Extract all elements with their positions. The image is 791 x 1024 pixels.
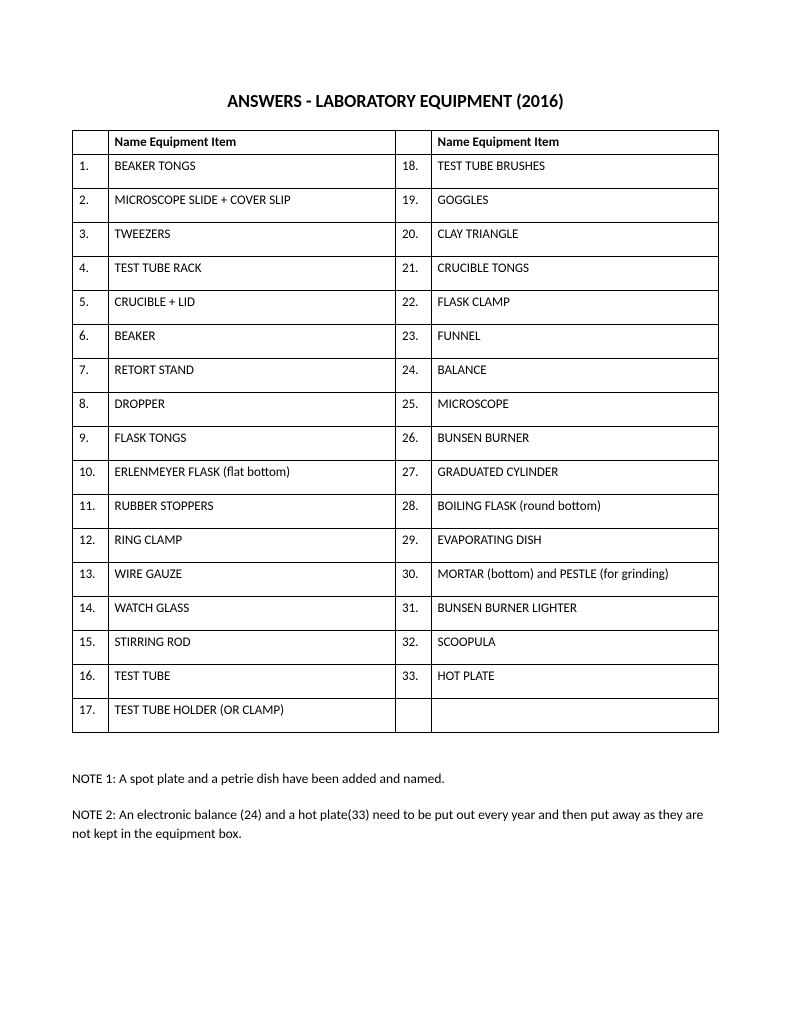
table-row: 15.STIRRING ROD32.SCOOPULA bbox=[73, 631, 719, 665]
table-row: 10.ERLENMEYER FLASK (flat bottom)27.GRAD… bbox=[73, 461, 719, 495]
cell-num-right: 23. bbox=[395, 325, 431, 359]
cell-num-left: 4. bbox=[73, 257, 109, 291]
cell-num-left: 7. bbox=[73, 359, 109, 393]
notes-section: NOTE 1: A spot plate and a petrie dish h… bbox=[72, 769, 719, 844]
table-row: 2.MICROSCOPE SLIDE + COVER SLIP19.GOGGLE… bbox=[73, 189, 719, 223]
header-num-right bbox=[395, 131, 431, 155]
cell-num-left: 8. bbox=[73, 393, 109, 427]
cell-num-left: 5. bbox=[73, 291, 109, 325]
cell-name-right: GRADUATED CYLINDER bbox=[431, 461, 718, 495]
cell-name-left: TEST TUBE HOLDER (OR CLAMP) bbox=[108, 699, 395, 733]
cell-num-right: 20. bbox=[395, 223, 431, 257]
table-row: 5.CRUCIBLE + LID22.FLASK CLAMP bbox=[73, 291, 719, 325]
table-row: 14.WATCH GLASS31.BUNSEN BURNER LIGHTER bbox=[73, 597, 719, 631]
table-row: 13.WIRE GAUZE30.MORTAR (bottom) and PEST… bbox=[73, 563, 719, 597]
cell-name-left: WATCH GLASS bbox=[108, 597, 395, 631]
cell-name-left: FLASK TONGS bbox=[108, 427, 395, 461]
cell-name-right: CLAY TRIANGLE bbox=[431, 223, 718, 257]
cell-num-left: 3. bbox=[73, 223, 109, 257]
header-name-left: Name Equipment Item bbox=[108, 131, 395, 155]
cell-name-right: MORTAR (bottom) and PESTLE (for grinding… bbox=[431, 563, 718, 597]
cell-num-right: 21. bbox=[395, 257, 431, 291]
table-row: 17.TEST TUBE HOLDER (OR CLAMP) bbox=[73, 699, 719, 733]
cell-name-left: TEST TUBE RACK bbox=[108, 257, 395, 291]
cell-num-left: 6. bbox=[73, 325, 109, 359]
cell-num-left: 9. bbox=[73, 427, 109, 461]
cell-num-left: 13. bbox=[73, 563, 109, 597]
header-name-right: Name Equipment Item bbox=[431, 131, 718, 155]
cell-name-right: CRUCIBLE TONGS bbox=[431, 257, 718, 291]
cell-name-right: MICROSCOPE bbox=[431, 393, 718, 427]
cell-num-right: 27. bbox=[395, 461, 431, 495]
cell-name-left: CRUCIBLE + LID bbox=[108, 291, 395, 325]
cell-name-right: HOT PLATE bbox=[431, 665, 718, 699]
cell-num-right: 25. bbox=[395, 393, 431, 427]
cell-num-right: 29. bbox=[395, 529, 431, 563]
cell-name-right bbox=[431, 699, 718, 733]
cell-num-right: 19. bbox=[395, 189, 431, 223]
page-title: ANSWERS - LABORATORY EQUIPMENT (2016) bbox=[72, 90, 719, 112]
cell-num-right: 18. bbox=[395, 155, 431, 189]
cell-num-left: 16. bbox=[73, 665, 109, 699]
cell-num-left: 14. bbox=[73, 597, 109, 631]
cell-name-right: FUNNEL bbox=[431, 325, 718, 359]
cell-name-left: WIRE GAUZE bbox=[108, 563, 395, 597]
cell-name-left: MICROSCOPE SLIDE + COVER SLIP bbox=[108, 189, 395, 223]
cell-name-right: BALANCE bbox=[431, 359, 718, 393]
table-row: 9.FLASK TONGS26.BUNSEN BURNER bbox=[73, 427, 719, 461]
cell-num-right: 31. bbox=[395, 597, 431, 631]
table-row: 1.BEAKER TONGS18.TEST TUBE BRUSHES bbox=[73, 155, 719, 189]
cell-name-right: SCOOPULA bbox=[431, 631, 718, 665]
cell-name-left: STIRRING ROD bbox=[108, 631, 395, 665]
cell-name-right: FLASK CLAMP bbox=[431, 291, 718, 325]
cell-name-right: EVAPORATING DISH bbox=[431, 529, 718, 563]
cell-name-right: GOGGLES bbox=[431, 189, 718, 223]
cell-num-left: 1. bbox=[73, 155, 109, 189]
cell-num-left: 15. bbox=[73, 631, 109, 665]
cell-num-left: 11. bbox=[73, 495, 109, 529]
table-row: 16.TEST TUBE33.HOT PLATE bbox=[73, 665, 719, 699]
table-row: 3.TWEEZERS20.CLAY TRIANGLE bbox=[73, 223, 719, 257]
cell-num-right bbox=[395, 699, 431, 733]
cell-name-right: BUNSEN BURNER LIGHTER bbox=[431, 597, 718, 631]
note-2: NOTE 2: An electronic balance (24) and a… bbox=[72, 805, 719, 844]
cell-name-left: TEST TUBE bbox=[108, 665, 395, 699]
cell-name-right: BOILING FLASK (round bottom) bbox=[431, 495, 718, 529]
table-row: 6.BEAKER23.FUNNEL bbox=[73, 325, 719, 359]
cell-name-left: RUBBER STOPPERS bbox=[108, 495, 395, 529]
equipment-table: Name Equipment Item Name Equipment Item … bbox=[72, 130, 719, 733]
cell-num-right: 22. bbox=[395, 291, 431, 325]
cell-name-right: BUNSEN BURNER bbox=[431, 427, 718, 461]
cell-name-left: BEAKER bbox=[108, 325, 395, 359]
note-1: NOTE 1: A spot plate and a petrie dish h… bbox=[72, 769, 719, 789]
cell-name-left: ERLENMEYER FLASK (flat bottom) bbox=[108, 461, 395, 495]
cell-name-left: TWEEZERS bbox=[108, 223, 395, 257]
table-row: 11.RUBBER STOPPERS28.BOILING FLASK (roun… bbox=[73, 495, 719, 529]
cell-num-right: 28. bbox=[395, 495, 431, 529]
table-row: 8.DROPPER25.MICROSCOPE bbox=[73, 393, 719, 427]
cell-num-right: 24. bbox=[395, 359, 431, 393]
cell-num-right: 33. bbox=[395, 665, 431, 699]
table-row: 12.RING CLAMP29.EVAPORATING DISH bbox=[73, 529, 719, 563]
cell-num-left: 17. bbox=[73, 699, 109, 733]
cell-num-right: 32. bbox=[395, 631, 431, 665]
cell-num-left: 2. bbox=[73, 189, 109, 223]
cell-name-left: RETORT STAND bbox=[108, 359, 395, 393]
cell-num-right: 30. bbox=[395, 563, 431, 597]
cell-name-right: TEST TUBE BRUSHES bbox=[431, 155, 718, 189]
cell-name-left: RING CLAMP bbox=[108, 529, 395, 563]
table-row: 7.RETORT STAND24.BALANCE bbox=[73, 359, 719, 393]
table-row: 4.TEST TUBE RACK21.CRUCIBLE TONGS bbox=[73, 257, 719, 291]
cell-num-left: 10. bbox=[73, 461, 109, 495]
cell-num-right: 26. bbox=[395, 427, 431, 461]
cell-num-left: 12. bbox=[73, 529, 109, 563]
cell-name-left: DROPPER bbox=[108, 393, 395, 427]
table-header-row: Name Equipment Item Name Equipment Item bbox=[73, 131, 719, 155]
header-num-left bbox=[73, 131, 109, 155]
cell-name-left: BEAKER TONGS bbox=[108, 155, 395, 189]
